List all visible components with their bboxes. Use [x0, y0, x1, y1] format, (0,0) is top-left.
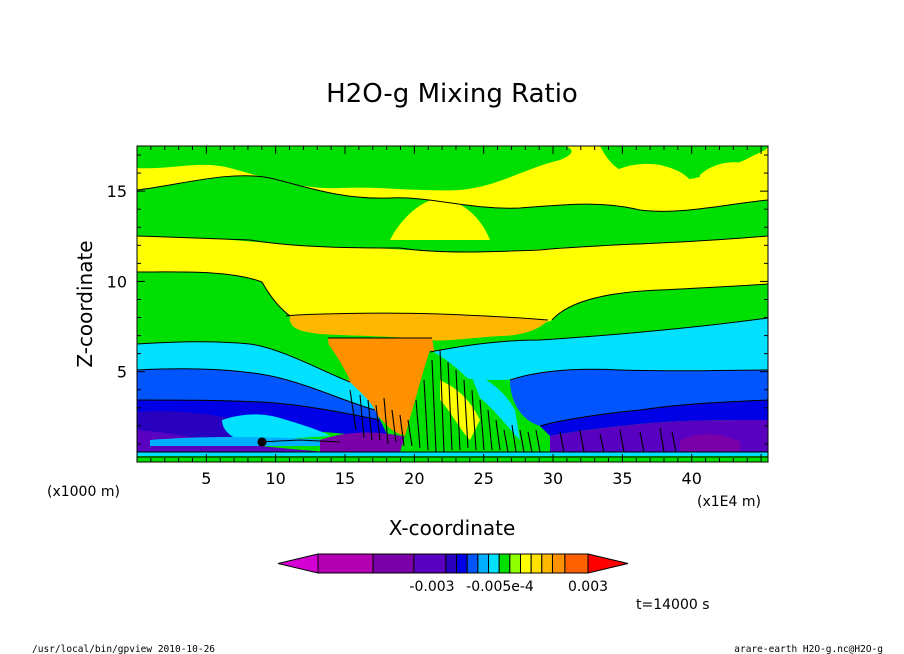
colorbar-cell [445, 553, 458, 574]
colorbar-arrow-left [277, 553, 319, 574]
colorbar-cell [509, 553, 521, 574]
colorbar-cell [530, 553, 543, 574]
x-axis-label: X-coordinate [389, 516, 516, 540]
colorbar-cell [477, 553, 490, 574]
colorbar-cell [488, 553, 500, 574]
colorbar-cell [551, 553, 566, 574]
turbulent-contours [257, 349, 677, 453]
x-unit-label: (x1E4 m) [697, 494, 761, 510]
x-tick-label: 30 [543, 469, 563, 488]
footer-left: /usr/local/bin/gpview 2010-10-26 [32, 644, 215, 654]
colorbar [277, 553, 629, 574]
colorbar-cell [541, 553, 553, 574]
colorbar-label-2: -0.005e-4 [466, 579, 534, 595]
colorbar-cell [564, 553, 589, 574]
x-tick-label: 5 [201, 469, 211, 488]
y-tick-label: 10 [107, 272, 127, 291]
colorbar-cell [317, 553, 374, 574]
colorbar-cell [456, 553, 468, 574]
colorbar-cell [520, 553, 532, 574]
y-axis-label: Z-coordinate [73, 240, 97, 367]
chart-title: H2O-g Mixing Ratio [326, 79, 578, 109]
colorbar-cell [413, 553, 447, 574]
y-tick-label: 5 [117, 363, 127, 382]
x-tick-label: 20 [404, 469, 424, 488]
colorbar-cell [466, 553, 479, 574]
contour-field [137, 146, 768, 462]
colorbar-cell [372, 553, 415, 574]
x-tick-label: 25 [474, 469, 494, 488]
y-tick-label: 15 [107, 182, 127, 201]
x-tick-label: 10 [266, 469, 286, 488]
x-tick-label: 40 [682, 469, 702, 488]
x-tick-label: 35 [612, 469, 632, 488]
colorbar-cell [498, 553, 511, 574]
time-label: t=14000 s [636, 597, 710, 613]
y-axis: 5 10 15 [107, 154, 768, 445]
plot-frame [136, 145, 769, 463]
colorbar-label-3: 0.003 [568, 579, 608, 595]
x-axis: 5 10 15 20 25 30 35 40 [150, 146, 762, 488]
colorbar-label-1: -0.003 [409, 579, 454, 595]
colorbar-arrow-right [587, 553, 629, 574]
x-tick-label: 15 [335, 469, 355, 488]
footer-right: arare-earth_H2O-g.nc@H2O-g [734, 644, 883, 654]
z-unit-label: (x1000 m) [47, 484, 120, 500]
